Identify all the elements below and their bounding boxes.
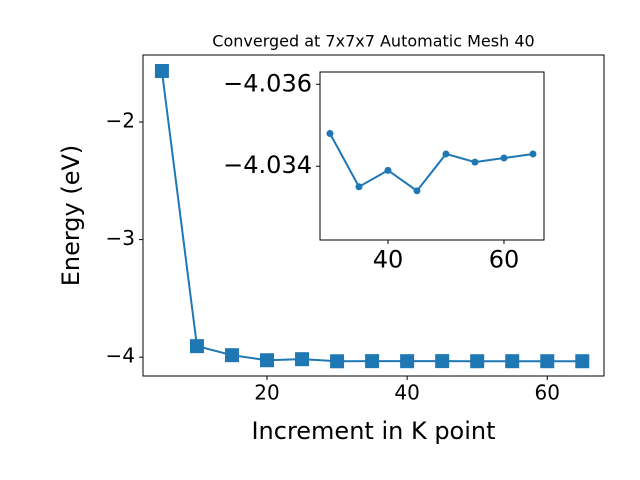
series-line — [329, 132, 534, 193]
marker — [500, 154, 508, 162]
x-tick-label: 40 — [394, 381, 419, 405]
x-tick-label: 60 — [489, 245, 520, 273]
y-tick-label: −4 — [106, 344, 135, 368]
axes-frame — [142, 54, 605, 377]
axes-frame — [319, 71, 545, 241]
marker — [540, 354, 555, 369]
marker — [224, 348, 239, 363]
marker — [471, 158, 479, 166]
inset-background — [320, 72, 544, 240]
y-tick-label: −4.036 — [223, 69, 312, 97]
marker — [330, 354, 345, 369]
marker — [400, 354, 415, 369]
y-tick-label: −3 — [106, 226, 135, 250]
x-tick-label: 40 — [373, 245, 404, 273]
y-tick-label: −4.034 — [223, 151, 312, 179]
y-tick-label: −2 — [106, 109, 135, 133]
marker — [442, 150, 450, 158]
marker — [505, 354, 520, 369]
marker — [365, 354, 380, 369]
marker — [355, 183, 363, 191]
marker — [413, 187, 421, 195]
chart-title: Converged at 7x7x7 Automatic Mesh 40 — [212, 32, 534, 51]
marker — [295, 352, 310, 367]
x-tick-label: 60 — [535, 381, 560, 405]
marker — [470, 354, 485, 369]
marker — [435, 354, 450, 369]
marker — [326, 129, 334, 137]
marker — [260, 353, 275, 368]
marker — [575, 354, 590, 369]
marker — [189, 339, 204, 354]
x-axis-label: Increment in K point — [251, 417, 495, 445]
marker — [529, 150, 537, 158]
y-axis-label: Energy (eV) — [57, 145, 85, 287]
x-tick-label: 20 — [254, 381, 279, 405]
marker — [384, 166, 392, 174]
marker — [154, 63, 169, 78]
